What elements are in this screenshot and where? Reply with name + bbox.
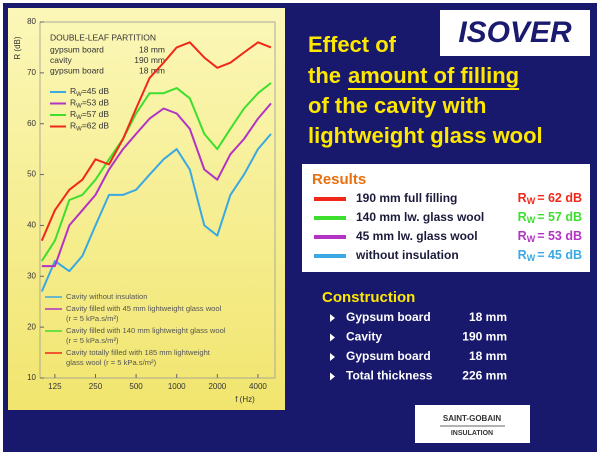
- legend-label: Cavity filled with 140 mm lightweight gl…: [66, 326, 226, 335]
- title-line: of the cavity with: [308, 93, 486, 118]
- rw-value: = 62 dB: [537, 191, 582, 205]
- legend-label: Cavity without insulation: [66, 292, 147, 301]
- y-axis-label: R (dB): [13, 36, 22, 59]
- rw-symbol: R: [70, 86, 76, 96]
- results-label: without insulation: [355, 248, 459, 262]
- footer-logo-sub: INSULATION: [451, 430, 493, 437]
- rw-sub: W: [76, 92, 82, 98]
- construction-item: Gypsum board: [346, 349, 431, 363]
- chart-panel: [8, 8, 285, 410]
- legend-label: Cavity filled with 45 mm lightweight gla…: [66, 304, 222, 313]
- bullet: [330, 333, 335, 342]
- legend-rw: RW=53 dB: [70, 98, 109, 109]
- x-tick-label: 4000: [249, 382, 267, 391]
- rw-value: =45 dB: [82, 86, 110, 96]
- title: Effect of the amount of filling of the c…: [308, 32, 543, 148]
- series-line: [40, 41, 272, 242]
- logo: ISOVER: [458, 16, 572, 49]
- construction-value: 18 mm: [469, 349, 507, 363]
- annotation-value: 190 mm: [134, 55, 165, 65]
- annotation-name: cavity: [50, 55, 72, 65]
- x-tick-label: 250: [89, 382, 103, 391]
- y-tick-label: 10: [27, 373, 36, 382]
- title-line: the: [308, 63, 341, 88]
- results-value: RW = 53 dB: [518, 229, 582, 244]
- x-tick-label: 500: [129, 382, 143, 391]
- annotation-value: 18 mm: [139, 65, 165, 75]
- results-value: RW = 62 dB: [518, 191, 582, 206]
- rw-symbol: R: [70, 109, 76, 119]
- results-label: 190 mm full filling: [356, 191, 457, 205]
- y-tick-label: 70: [27, 68, 36, 77]
- results-box: [302, 164, 590, 272]
- legend-note: glass wool (r = 5 kPa.s/m²): [66, 358, 157, 367]
- legend-rw: RW=57 dB: [70, 109, 109, 120]
- series-line: [41, 102, 272, 268]
- rw-sub: W: [527, 253, 536, 263]
- x-tick-label: 125: [48, 382, 62, 391]
- annotation-name: gypsum board: [50, 65, 104, 75]
- x-tick-label: 2000: [208, 382, 226, 391]
- legend-rw: RW=45 dB: [70, 86, 109, 97]
- results-label: 45 mm lw. glass wool: [356, 229, 478, 243]
- construction-value: 18 mm: [469, 310, 507, 324]
- rw-symbol: R: [518, 248, 527, 262]
- y-tick-label: 40: [27, 221, 36, 230]
- bullet: [330, 353, 335, 361]
- rw-value: =53 dB: [82, 98, 110, 108]
- y-tick-label: 20: [27, 322, 36, 331]
- y-tick-label: 60: [27, 119, 36, 128]
- legend-note: (r = 5 kPa.s/m²): [66, 336, 119, 345]
- title-line: lightweight glass wool: [308, 123, 543, 148]
- rw-sub: W: [76, 103, 82, 109]
- construction-item: Gypsum board: [346, 310, 431, 324]
- legend-rw: RW=62 dB: [70, 121, 109, 132]
- rw-symbol: R: [70, 121, 76, 131]
- rw-sub: W: [527, 215, 536, 225]
- rw-symbol: R: [70, 98, 76, 108]
- construction-value: 226 mm: [462, 369, 507, 383]
- results-value: RW = 57 dB: [518, 210, 582, 225]
- rw-symbol: R: [518, 229, 527, 243]
- rw-value: =57 dB: [82, 109, 110, 119]
- construction-item: Cavity: [346, 330, 382, 344]
- footer-logo-box: [415, 405, 530, 443]
- title-line: Effect of: [308, 32, 397, 57]
- rw-sub: W: [76, 115, 82, 121]
- rw-sub: W: [527, 196, 536, 206]
- construction-item: Total thickness: [346, 369, 433, 383]
- series-line: [40, 82, 272, 262]
- rw-symbol: R: [518, 210, 527, 224]
- annotation-value: 18 mm: [139, 44, 165, 54]
- series-line: [40, 133, 272, 292]
- rw-sub: W: [527, 234, 536, 244]
- rw-value: =62 dB: [82, 121, 110, 131]
- y-tick-label: 30: [27, 271, 36, 280]
- legend-note: (r = 5 kPa.s/m²): [66, 314, 119, 323]
- results-heading: Results: [312, 171, 366, 188]
- y-tick-label: 80: [27, 17, 36, 26]
- footer-logo: SAINT-GOBAIN: [443, 414, 501, 423]
- legend-label: Cavity totally filled with 185 mm lightw…: [66, 348, 211, 357]
- results-label: 140 mm lw. glass wool: [356, 210, 484, 224]
- rw-sub: W: [76, 126, 82, 132]
- plot-frame: [39, 21, 276, 379]
- construction-heading: Construction: [322, 289, 415, 306]
- bullet: [330, 314, 335, 322]
- logo-box: [440, 10, 590, 56]
- bullet: [330, 372, 335, 381]
- rw-value: = 45 dB: [537, 248, 582, 262]
- annotation-name: gypsum board: [50, 44, 104, 54]
- x-axis-label: f (Hz): [235, 395, 255, 404]
- rw-symbol: R: [518, 191, 527, 205]
- annotation-title: DOUBLE-LEAF PARTITION: [50, 32, 156, 42]
- x-tick-label: 1000: [168, 382, 186, 391]
- title-underlined: amount of filling: [348, 63, 519, 88]
- y-tick-label: 50: [27, 170, 36, 179]
- rw-value: = 53 dB: [537, 229, 582, 243]
- rw-value: = 57 dB: [537, 210, 582, 224]
- construction-value: 190 mm: [462, 330, 507, 344]
- results-value: RW = 45 dB: [518, 248, 582, 263]
